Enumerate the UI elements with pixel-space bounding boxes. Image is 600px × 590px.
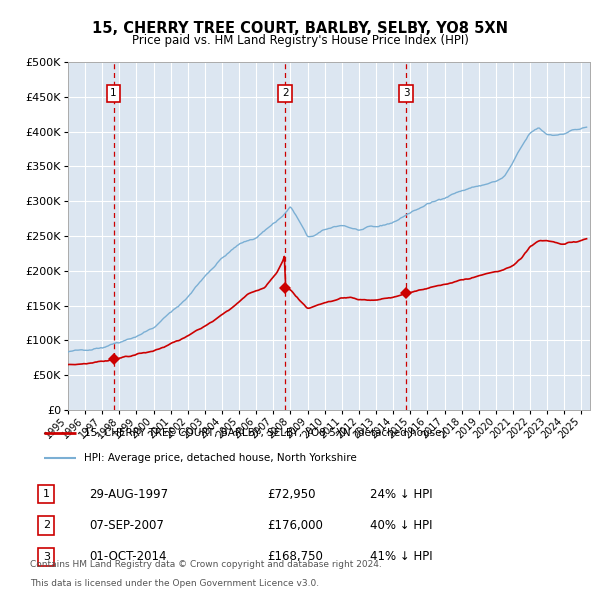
Text: 40% ↓ HPI: 40% ↓ HPI — [370, 519, 433, 532]
Text: 07-SEP-2007: 07-SEP-2007 — [89, 519, 164, 532]
Text: 01-OCT-2014: 01-OCT-2014 — [89, 550, 167, 563]
Text: 29-AUG-1997: 29-AUG-1997 — [89, 488, 169, 501]
Text: 3: 3 — [403, 88, 409, 99]
Text: 1: 1 — [110, 88, 117, 99]
Text: Price paid vs. HM Land Registry's House Price Index (HPI): Price paid vs. HM Land Registry's House … — [131, 34, 469, 47]
Text: Contains HM Land Registry data © Crown copyright and database right 2024.: Contains HM Land Registry data © Crown c… — [30, 560, 382, 569]
Text: 24% ↓ HPI: 24% ↓ HPI — [370, 488, 433, 501]
Text: HPI: Average price, detached house, North Yorkshire: HPI: Average price, detached house, Nort… — [84, 453, 357, 463]
Text: 2: 2 — [43, 520, 50, 530]
Text: £72,950: £72,950 — [268, 488, 316, 501]
Text: 1: 1 — [43, 489, 50, 499]
Text: 3: 3 — [43, 552, 50, 562]
Text: 41% ↓ HPI: 41% ↓ HPI — [370, 550, 433, 563]
Text: 2: 2 — [282, 88, 289, 99]
Text: £168,750: £168,750 — [268, 550, 323, 563]
Text: 15, CHERRY TREE COURT, BARLBY, SELBY, YO8 5XN (detached house): 15, CHERRY TREE COURT, BARLBY, SELBY, YO… — [84, 428, 445, 438]
Text: 15, CHERRY TREE COURT, BARLBY, SELBY, YO8 5XN: 15, CHERRY TREE COURT, BARLBY, SELBY, YO… — [92, 21, 508, 35]
Text: £176,000: £176,000 — [268, 519, 323, 532]
Text: This data is licensed under the Open Government Licence v3.0.: This data is licensed under the Open Gov… — [30, 579, 319, 588]
